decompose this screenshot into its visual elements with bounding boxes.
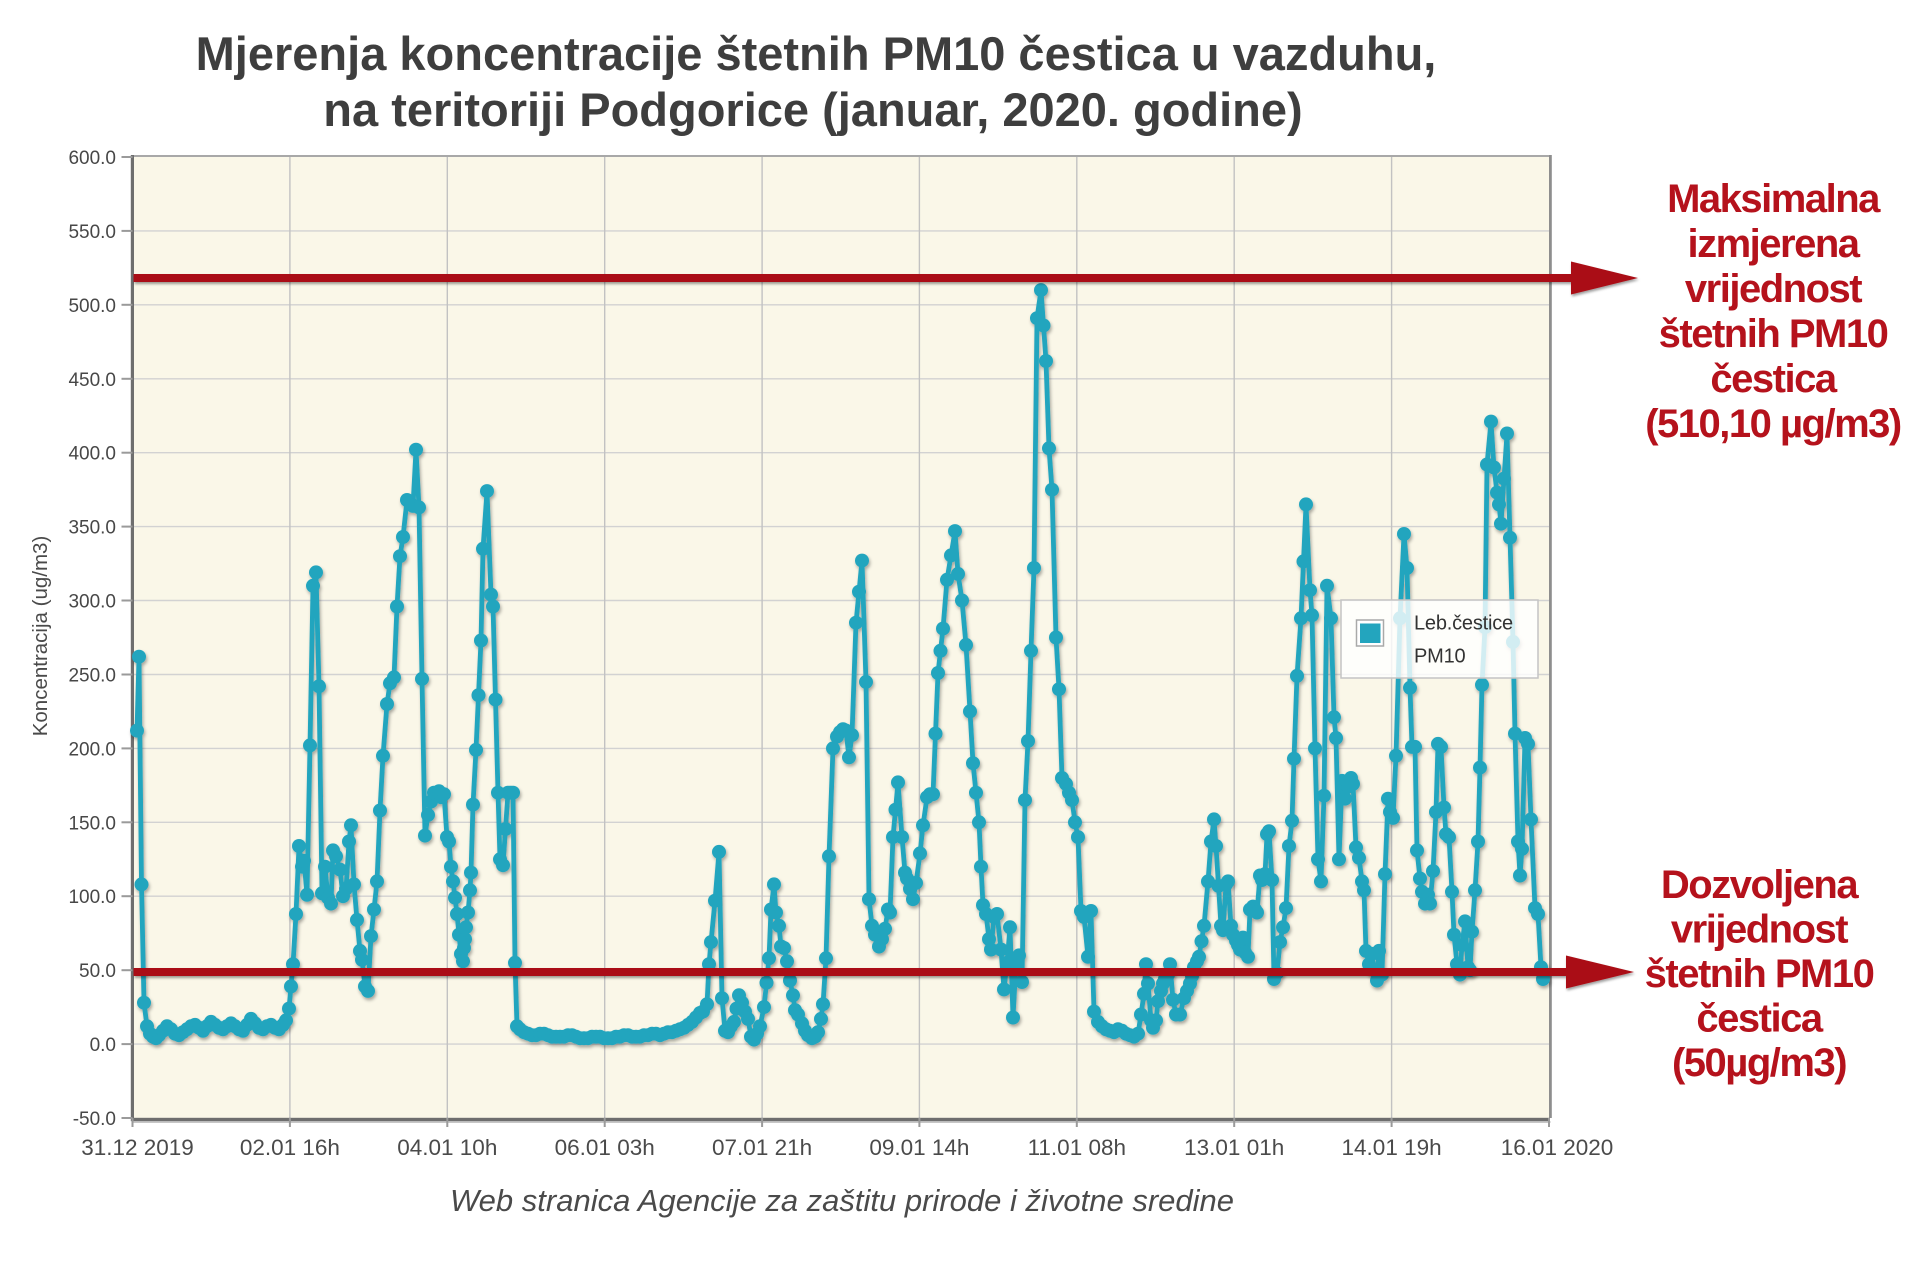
svg-text:09.01 14h: 09.01 14h [869,1135,969,1160]
svg-text:150.0: 150.0 [68,813,116,834]
svg-text:čestica: čestica [1696,997,1823,1041]
svg-text:31.12 2019: 31.12 2019 [81,1135,194,1160]
svg-text:Maksimalna: Maksimalna [1667,177,1881,221]
svg-text:vrijednost: vrijednost [1685,267,1862,311]
svg-text:16.01 2020: 16.01 2020 [1501,1135,1614,1160]
svg-text:300.0: 300.0 [68,592,116,613]
svg-text:Koncentracija (ug/m3): Koncentracija (ug/m3) [29,536,52,737]
svg-text:350.0: 350.0 [68,518,116,539]
svg-text:na teritoriji Podgorice (janua: na teritoriji Podgorice (januar, 2020. g… [323,83,1302,136]
svg-text:500.0: 500.0 [68,296,116,317]
svg-text:14.01 19h: 14.01 19h [1342,1135,1442,1160]
svg-text:Mjerenja koncentracije štetnih: Mjerenja koncentracije štetnih PM10 čest… [196,27,1437,80]
svg-text:izmjerena: izmjerena [1687,222,1860,266]
svg-text:(510,10 µg/m3): (510,10 µg/m3) [1645,402,1901,446]
svg-text:Dozvoljena: Dozvoljena [1661,863,1859,907]
svg-text:13.01 01h: 13.01 01h [1184,1135,1284,1160]
svg-text:11.01 08h: 11.01 08h [1028,1135,1126,1160]
svg-text:06.01 03h: 06.01 03h [555,1135,655,1160]
svg-text:50.0: 50.0 [79,961,116,982]
svg-text:vrijednost: vrijednost [1671,908,1848,952]
svg-text:-50.0: -50.0 [73,1109,116,1130]
svg-text:07.01 21h: 07.01 21h [712,1135,812,1160]
svg-text:PM10: PM10 [1414,646,1466,668]
svg-text:02.01 16h: 02.01 16h [240,1135,340,1160]
svg-text:čestica: čestica [1710,357,1837,401]
svg-text:Leb.čestice: Leb.čestice [1414,613,1513,635]
svg-text:(50µg/m3): (50µg/m3) [1672,1041,1846,1085]
svg-text:250.0: 250.0 [68,666,116,687]
svg-text:100.0: 100.0 [68,887,116,908]
svg-text:450.0: 450.0 [68,370,116,391]
svg-text:600.0: 600.0 [68,148,116,169]
svg-text:0.0: 0.0 [90,1035,116,1056]
svg-text:štetnih PM10: štetnih PM10 [1645,952,1874,996]
svg-text:550.0: 550.0 [68,222,116,243]
svg-text:štetnih PM10: štetnih PM10 [1659,312,1888,356]
svg-text:Web stranica Agencije za zašti: Web stranica Agencije za zaštitu prirode… [450,1183,1234,1218]
svg-text:400.0: 400.0 [68,444,116,465]
svg-text:04.01 10h: 04.01 10h [397,1135,497,1160]
svg-text:200.0: 200.0 [68,739,116,760]
